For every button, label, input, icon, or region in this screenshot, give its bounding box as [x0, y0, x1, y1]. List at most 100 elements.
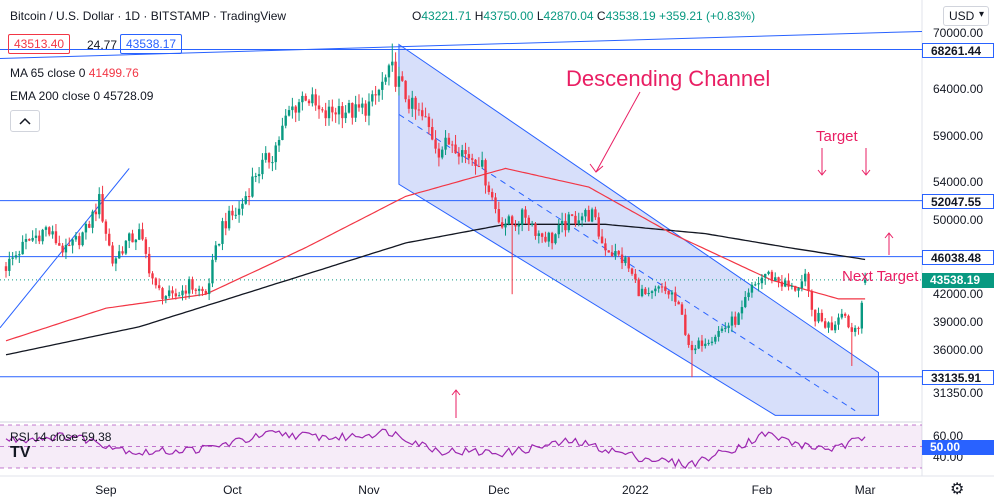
candle [11, 257, 14, 259]
ma-65-line [5, 167, 866, 342]
candle [554, 234, 557, 244]
candle [157, 285, 161, 289]
candle [517, 224, 521, 227]
y-tick-label: 59000.00 [933, 128, 984, 143]
open-value: 43221.71 [421, 9, 472, 23]
candle [384, 77, 387, 82]
candle [484, 160, 487, 186]
candle [28, 239, 31, 241]
candle [790, 285, 794, 287]
candle [44, 227, 48, 230]
candle [207, 283, 211, 295]
buy-price-button[interactable]: 43538.17 [120, 34, 183, 54]
candle [664, 286, 667, 291]
candle [840, 313, 844, 318]
candle [221, 221, 224, 244]
candle [367, 101, 371, 116]
candle [314, 94, 317, 106]
candle [690, 344, 694, 351]
candle [41, 229, 44, 242]
candle [660, 286, 664, 288]
candle [634, 273, 637, 280]
candle [134, 239, 138, 243]
candle [504, 223, 507, 228]
candle [694, 348, 697, 351]
candle [261, 159, 264, 175]
candle [510, 216, 514, 225]
breakout-arrow-head [451, 389, 461, 396]
candle [853, 327, 857, 332]
candle [244, 196, 247, 204]
candle [647, 292, 650, 295]
candle [534, 223, 537, 236]
candle [461, 150, 464, 157]
candle [813, 309, 817, 322]
candle [560, 220, 564, 226]
candle [677, 301, 680, 305]
candle [154, 278, 158, 286]
candle [171, 290, 174, 294]
candle [267, 153, 271, 163]
candle [850, 327, 854, 332]
candle [417, 109, 421, 111]
candle [254, 176, 257, 178]
symbol-title[interactable]: Bitcoin / U.S. Dollar · 1D · BITSTAMP · … [10, 9, 287, 23]
candle [730, 316, 734, 326]
candle [164, 296, 168, 299]
candle [800, 281, 804, 289]
candle [467, 154, 471, 159]
candle [687, 334, 690, 345]
rsi-legend[interactable]: RSI 14 close 59.38 [10, 430, 112, 444]
ma-65-legend[interactable]: MA 65 close 0 41499.76 [10, 66, 139, 80]
candle [640, 288, 644, 297]
candle [334, 112, 337, 115]
price-level-label[interactable]: 43538.19 [922, 272, 994, 288]
candle [284, 115, 287, 126]
candle [24, 239, 28, 242]
candle [131, 233, 134, 243]
candle [38, 235, 41, 242]
spread-value: 24.77 [87, 38, 118, 52]
candle [401, 76, 404, 81]
price-level-label[interactable]: 68261.44 [922, 42, 994, 58]
candle [64, 244, 68, 253]
gear-icon[interactable]: ⚙ [950, 481, 965, 498]
candle [274, 145, 277, 163]
candle [507, 216, 511, 224]
candle [144, 239, 148, 254]
candle [497, 209, 501, 223]
price-level-label[interactable]: 46038.48 [922, 249, 994, 265]
sell-price-button[interactable]: 43513.40 [8, 34, 71, 54]
high-value: 43750.00 [483, 9, 534, 23]
candle [81, 232, 84, 246]
candle [167, 290, 171, 297]
candle [787, 280, 790, 287]
currency-select[interactable]: USD ▾ [943, 6, 989, 26]
candle [431, 127, 434, 140]
candle [614, 251, 617, 257]
candle [774, 277, 777, 281]
candle [770, 271, 774, 281]
candle [411, 97, 414, 109]
candle [441, 149, 444, 158]
rsi-tick-label: 60.00 [933, 428, 964, 443]
ema-200-legend[interactable]: EMA 200 close 0 45728.09 [10, 89, 154, 103]
candle [744, 297, 747, 308]
rsi-level-label[interactable]: 50.00 [922, 439, 994, 455]
candle [767, 271, 770, 274]
candle [740, 307, 744, 314]
candle [564, 220, 567, 231]
candle [264, 153, 267, 160]
candle [754, 284, 757, 286]
candle [804, 273, 807, 282]
candle [251, 176, 254, 197]
candle [291, 106, 294, 111]
candle [797, 288, 800, 291]
collapse-legend-button[interactable] [10, 110, 40, 132]
candle [201, 288, 204, 292]
candle [610, 252, 614, 257]
candle [630, 268, 634, 274]
price-level-label[interactable]: 52047.55 [922, 193, 994, 209]
price-level-label[interactable]: 33135.91 [922, 369, 994, 385]
